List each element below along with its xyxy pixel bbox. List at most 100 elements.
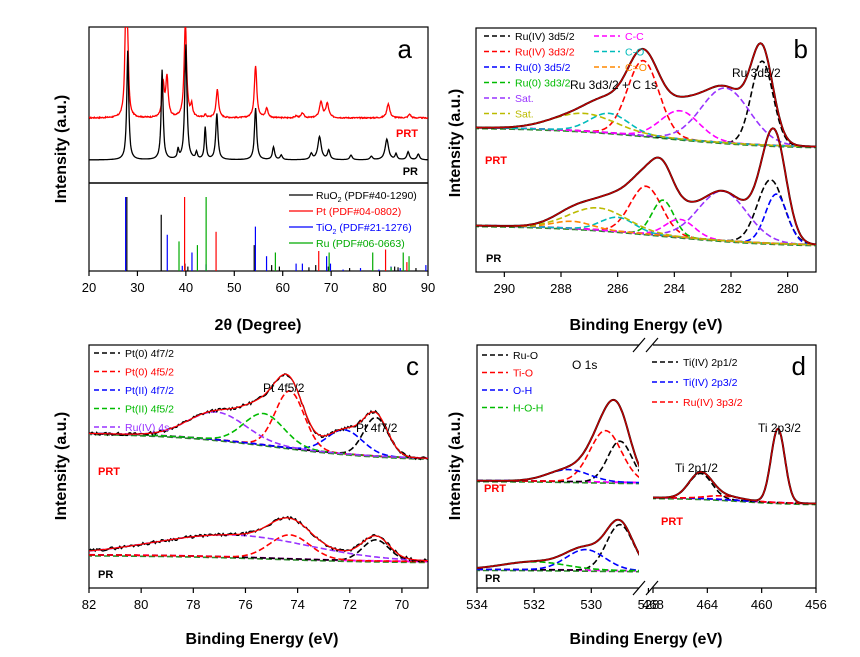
panel-c-legend-item: Pt(0) 4f5/2 — [94, 367, 174, 379]
panel-d-ti2p-prt-fit-envelope — [653, 428, 816, 505]
panel-d-o1s-pr-component-h-o-h — [477, 561, 639, 572]
panel-a-label-prt: PRT — [396, 128, 418, 140]
panel-c-x-tick-label: 72 — [343, 597, 357, 612]
panel-b-legend-item: C=O — [594, 62, 647, 74]
panel-b-legend-item: Ru(IV) 3d3/2 — [484, 47, 575, 59]
legend-label: Ru(0) 3d5/2 — [515, 62, 571, 74]
legend-label: Ru-O — [513, 350, 538, 362]
legend-label: Ru(IV) 3p3/2 — [683, 397, 743, 409]
panel-b-annotation-2: Ru 3d5/2 — [732, 66, 781, 80]
panel-b-x-tick-label: 288 — [550, 281, 572, 296]
panel-d-label-prt-left: PRT — [484, 483, 506, 495]
panel-c-frame — [88, 344, 429, 589]
panel-b-prt-fit-envelope — [476, 42, 816, 148]
panel-c-xlabel: Binding Energy (eV) — [186, 631, 339, 648]
panel-d-annotation-ti2p32: Ti 2p3/2 — [758, 421, 801, 435]
panel-a-series-prt — [89, 27, 428, 120]
panel-c-x-tick-label: 76 — [238, 597, 252, 612]
panel-d-label-prt-right: PRT — [661, 516, 683, 528]
panel-c-legend-item: Pt(II) 4f7/2 — [94, 385, 174, 397]
panel-d-x-right-tick-label: 464 — [696, 597, 718, 612]
panel-a: 20 30 40 50 60 70 80 90 a PRT PR RuO2 (PDF#40-1… — [53, 26, 435, 334]
legend-label: Ti(IV) 2p3/2 — [683, 377, 738, 389]
panel-c-x-tick-label: 74 — [290, 597, 304, 612]
panel-c-pr-component-ru-iv-4s — [89, 534, 428, 562]
panel-d-x-right-tick-label: 468 — [642, 597, 664, 612]
panel-b-legend: Ru(IV) 3d5/2 Ru(IV) 3d3/2 Ru(0) 3d5/2 Ru(0)… — [484, 31, 647, 121]
panel-c-letter: c — [406, 351, 419, 381]
panel-a-x-tick-label: 50 — [227, 280, 241, 295]
panel-d-annotation-o1s: O 1s — [572, 358, 597, 372]
panel-d-ti2p-legend-item: Ti(IV) 2p3/2 — [652, 377, 738, 389]
panel-d-o1s-legend-item: O-H — [482, 385, 532, 397]
panel-b-x-tick-label: 290 — [493, 281, 515, 296]
panel-c-pr-fit-envelope — [89, 517, 428, 562]
panel-b-legend-item: Ru(0) 3d3/2 — [484, 78, 571, 90]
panel-d-o1s-prt-component-ti-o — [477, 429, 639, 482]
legend-label: C-C — [625, 31, 644, 43]
panel-c: 82 80 78 76 74 72 70 Pt(0) 4f7/2Pt(0) 4f5/2Pt(… — [53, 344, 429, 648]
panel-b-pr-component-ru-0-3d5-2 — [476, 193, 816, 246]
panel-d-x-right-tick-label: 460 — [751, 597, 773, 612]
panel-b-pr-fit-envelope — [476, 127, 816, 246]
panel-a-x-tick-label: 90 — [421, 280, 435, 295]
panel-c-prt-component-pt-ii-4f5-2 — [89, 412, 428, 460]
panel-d-letter: d — [792, 351, 806, 381]
panel-c-pr-component-pt-0-4f5-2 — [89, 534, 428, 563]
legend-label: Sat. — [515, 93, 534, 105]
panel-d-o1s-prt-component-ru-o — [477, 440, 639, 483]
panel-a-x-tick-label: 20 — [82, 280, 96, 295]
panel-b-x-tick-label: 282 — [720, 281, 742, 296]
legend-label: RuO2 (PDF#40-1290) — [316, 190, 417, 204]
panel-a-x-tick-label: 40 — [179, 280, 193, 295]
panel-b-letter: b — [794, 34, 808, 64]
panel-d-x-left-tick-label: 532 — [523, 597, 545, 612]
panel-b-pr-component-sat- — [476, 207, 816, 246]
panel-a-xlabel: 2θ (Degree) — [215, 317, 302, 334]
panel-a-x-tick-label: 30 — [130, 280, 144, 295]
panel-d-o1s-prt-component-o-h — [477, 468, 639, 484]
legend-label: Pt(0) 4f7/2 — [125, 348, 174, 360]
panel-b-legend-item: Ru(IV) 3d5/2 — [484, 31, 575, 43]
legend-label: H-O-H — [513, 403, 543, 415]
panel-a-x-tick-label: 80 — [372, 280, 386, 295]
panel-d-o1s-pr-component-ru-o — [477, 523, 639, 571]
panel-b-pr-component-sat- — [476, 190, 816, 246]
panel-b-legend-item: C-C — [594, 31, 644, 43]
legend-label: C-O — [625, 47, 644, 59]
legend-label: Pt(II) 4f5/2 — [125, 404, 174, 416]
panel-a-frame — [88, 26, 429, 272]
panel-c-prt-background-green — [89, 433, 428, 461]
legend-label: Pt (PDF#04-0802) — [316, 206, 401, 218]
panel-c-legend-item: Ru(IV) 4s — [94, 422, 169, 434]
panel-b-prt-background-green — [476, 127, 816, 149]
panel-d-o1s-pr-fit-envelope — [477, 518, 639, 569]
panel-d-label-pr: PR — [485, 573, 500, 585]
panel-a-legend-item: Pt (PDF#04-0802) — [289, 206, 401, 218]
axis-break-top — [632, 337, 659, 353]
panel-b-label-prt: PRT — [485, 155, 507, 167]
panel-d-o1s-prt-background-green — [477, 480, 639, 485]
panel-d-x-left-tick-label: 530 — [580, 597, 602, 612]
panel-d-ti2p-prt-background-green — [653, 497, 816, 506]
panel-c-x-tick-label: 78 — [186, 597, 200, 612]
legend-label: Ru(0) 3d3/2 — [515, 78, 571, 90]
panel-b-pr-background-green — [476, 225, 816, 247]
panel-c-x-tick-label: 70 — [395, 597, 409, 612]
panel-d-ti2p-legend-item: Ti(IV) 2p1/2 — [652, 357, 738, 369]
legend-label: Ru(IV) 4s — [125, 422, 169, 434]
legend-label: Sat. — [515, 109, 534, 121]
panel-b-pr-component-c-o — [476, 216, 816, 246]
panel-b-x-tick-label: 286 — [607, 281, 629, 296]
legend-label: Pt(0) 4f5/2 — [125, 367, 174, 379]
panel-b-x-tick-label: 284 — [663, 281, 685, 296]
legend-label: Ru (PDF#06-0663) — [316, 238, 405, 250]
panel-a-series-pr — [89, 44, 428, 161]
panel-d-o1s-legend-item: Ti-O — [482, 368, 533, 380]
panel-d-x-left-tick-label: 528 — [638, 597, 660, 612]
panel-c-legend-item: Pt(0) 4f7/2 — [94, 348, 174, 360]
panel-b-legend-item: Ru(0) 3d5/2 — [484, 62, 571, 74]
panel-d-o1s-pr-background-green — [477, 569, 639, 573]
